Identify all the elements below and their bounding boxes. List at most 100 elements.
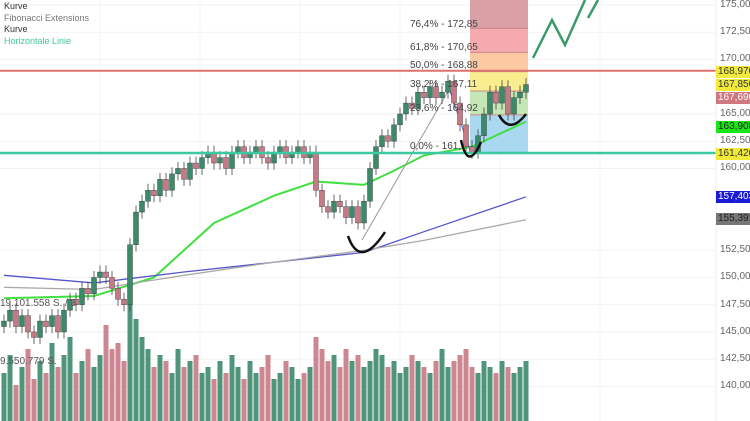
candle-body bbox=[49, 315, 55, 327]
candle-body bbox=[181, 168, 187, 180]
candle-body bbox=[439, 91, 445, 98]
volume-label: 9.550.779 S. bbox=[0, 356, 57, 367]
volume-bar bbox=[25, 349, 31, 421]
volume-bar bbox=[523, 361, 529, 421]
volume-bar bbox=[475, 373, 481, 421]
volume-bar bbox=[391, 361, 397, 421]
candle-body bbox=[13, 309, 19, 327]
volume-bar bbox=[55, 367, 61, 421]
legend-item[interactable]: Horizontale Linie bbox=[4, 35, 72, 46]
candle-body bbox=[199, 157, 205, 169]
volume-bar bbox=[313, 337, 319, 421]
volume-bar bbox=[43, 373, 49, 421]
candle-body bbox=[31, 331, 37, 338]
fib-zone bbox=[470, 0, 528, 29]
candle-body bbox=[337, 200, 343, 207]
price-tag: 163,908 bbox=[716, 121, 750, 133]
volume-bar bbox=[85, 349, 91, 421]
y-tick-label: 152,500 bbox=[720, 244, 750, 256]
volume-bar bbox=[247, 361, 253, 421]
fib-label: 76,4% - 172,85 bbox=[410, 19, 478, 30]
candle-body bbox=[67, 299, 73, 311]
volume-bar bbox=[319, 349, 325, 421]
candle-body bbox=[415, 91, 421, 109]
candle-body bbox=[25, 315, 31, 333]
candle-body bbox=[73, 299, 79, 305]
volume-bar bbox=[325, 361, 331, 421]
candle-body bbox=[523, 84, 529, 93]
volume-bar bbox=[217, 361, 223, 421]
legend-item[interactable]: Kurve bbox=[4, 24, 28, 34]
volume-bar bbox=[337, 367, 343, 421]
candle-body bbox=[253, 146, 259, 153]
y-tick-label: 142,500 bbox=[720, 353, 750, 365]
chart-legend: Kurve Fibonacci Extensions Kurve Horizon… bbox=[4, 1, 89, 47]
volume-bar bbox=[175, 349, 181, 421]
candle-body bbox=[109, 277, 115, 289]
candle-body bbox=[91, 277, 97, 295]
y-tick-label: 172,500 bbox=[720, 26, 750, 38]
candle-body bbox=[379, 135, 385, 147]
volume-bar bbox=[259, 367, 265, 421]
legend-item[interactable]: Kurve bbox=[4, 1, 28, 11]
candle-body bbox=[115, 288, 121, 300]
volume-bar bbox=[415, 361, 421, 421]
volume-bar bbox=[493, 373, 499, 421]
candle-body bbox=[127, 244, 133, 305]
volume-bar bbox=[271, 379, 277, 421]
candle-body bbox=[175, 168, 181, 175]
volume-bar bbox=[433, 361, 439, 421]
volume-bar bbox=[79, 361, 85, 421]
y-tick-label: 170,000 bbox=[720, 53, 750, 65]
volume-bar bbox=[505, 367, 511, 421]
candle-body bbox=[97, 271, 103, 278]
candle-body bbox=[163, 179, 169, 191]
legend-item[interactable]: Fibonacci Extensions bbox=[4, 12, 90, 23]
candle-body bbox=[373, 146, 379, 169]
y-tick-label: 162,500 bbox=[720, 135, 750, 147]
moving-average-line bbox=[3, 219, 527, 291]
volume-bar bbox=[211, 379, 217, 421]
candle-body bbox=[85, 288, 91, 295]
candle-body bbox=[445, 81, 451, 93]
candle-body bbox=[223, 157, 229, 169]
volume-bar bbox=[133, 319, 139, 421]
candle-body bbox=[193, 162, 199, 169]
price-tag: 168,970 bbox=[716, 66, 750, 78]
candle-body bbox=[145, 190, 151, 202]
projection-line bbox=[586, 0, 600, 19]
volume-bar bbox=[235, 367, 241, 421]
volume-bar bbox=[367, 361, 373, 421]
volume-bar bbox=[163, 361, 169, 421]
fib-label: 0,0% - 161, bbox=[410, 141, 462, 152]
volume-bar bbox=[379, 355, 385, 421]
candle-body bbox=[391, 124, 397, 142]
volume-bar bbox=[91, 367, 97, 421]
volume-bar bbox=[61, 355, 67, 421]
candle-body bbox=[61, 309, 67, 333]
projection-line bbox=[531, 0, 587, 59]
volume-bar bbox=[193, 355, 199, 421]
y-tick-label: 145,000 bbox=[720, 325, 750, 337]
volume-bar bbox=[385, 367, 391, 421]
y-tick-label: 140,000 bbox=[720, 380, 750, 392]
candle-body bbox=[487, 91, 493, 115]
y-tick-label: 165,000 bbox=[720, 107, 750, 119]
volume-bar bbox=[115, 343, 121, 421]
volume-bar bbox=[427, 373, 433, 421]
drawn-arc bbox=[346, 231, 387, 254]
volume-bar bbox=[421, 367, 427, 421]
candle-body bbox=[421, 91, 427, 98]
candle-body bbox=[457, 102, 463, 126]
candle-body bbox=[355, 206, 361, 224]
fib-zone bbox=[470, 28, 528, 53]
volume-bar bbox=[349, 361, 355, 421]
candle-body bbox=[385, 135, 391, 142]
price-tag: 167,690 bbox=[716, 92, 750, 104]
candle-body bbox=[451, 81, 457, 104]
volume-bar bbox=[7, 355, 13, 421]
volume-bar bbox=[403, 367, 409, 421]
volume-bar bbox=[229, 355, 235, 421]
volume-bar bbox=[157, 355, 163, 421]
